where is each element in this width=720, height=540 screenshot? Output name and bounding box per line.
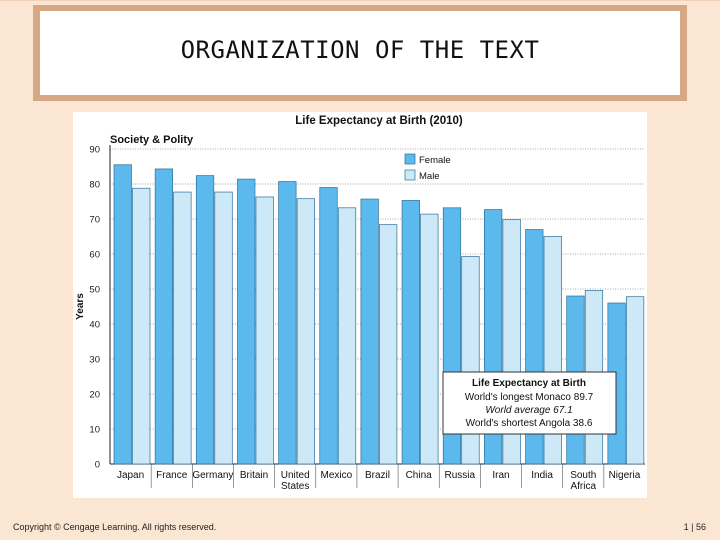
bar-female [319, 187, 338, 465]
legend-label: Male [419, 171, 440, 182]
x-tick-label: Brazil [365, 470, 390, 481]
x-tick-label: France [156, 470, 188, 481]
x-tick-label: Mexico [321, 470, 353, 481]
y-tick-label: 60 [89, 250, 100, 261]
annotation-title: Life Expectancy at Birth [472, 378, 586, 389]
y-axis-label: Years [75, 293, 86, 320]
y-tick-label: 80 [89, 180, 100, 191]
page-number: 1 | 56 [683, 522, 706, 532]
x-tick-label: Russia [445, 470, 476, 481]
title-panel: ORGANIZATION OF THE TEXT [40, 11, 680, 95]
bar-female [401, 200, 420, 465]
y-tick-label: 50 [89, 285, 100, 296]
title-frame: ORGANIZATION OF THE TEXT [33, 5, 687, 101]
slide-title: ORGANIZATION OF THE TEXT [180, 36, 540, 64]
bar-female [154, 168, 174, 465]
x-tick-label: China [406, 470, 433, 481]
bar-female [237, 178, 256, 465]
bar-male [173, 191, 192, 465]
x-tick-label: South [570, 470, 596, 481]
y-tick-label: 30 [89, 355, 100, 366]
x-tick-label: Africa [570, 481, 596, 492]
chart-container: Life Expectancy at Birth (2010) Society &… [73, 112, 647, 498]
legend-swatch [404, 169, 416, 181]
annotation-line: World's shortest Angola 38.6 [466, 418, 593, 429]
chart-title: Life Expectancy at Birth (2010) [295, 115, 463, 127]
x-tick-label: Germany [192, 470, 233, 481]
x-tick-label: United [281, 470, 310, 481]
annotation-line: World average 67.1 [485, 405, 572, 416]
x-tick-label: Iran [492, 470, 509, 481]
y-tick-label: 70 [89, 215, 100, 226]
bar-female [360, 198, 379, 465]
y-tick-label: 90 [89, 145, 100, 156]
bar-female [195, 175, 215, 465]
legend-swatch [404, 153, 416, 165]
chart-subtitle: Society & Polity [110, 134, 194, 146]
legend-label: Female [419, 155, 451, 166]
y-tick-label: 40 [89, 320, 100, 331]
bar-female [113, 164, 132, 465]
x-tick-label: States [281, 481, 309, 492]
bar-male [214, 191, 233, 465]
bar-male [296, 198, 315, 465]
x-tick-label: Britain [240, 470, 268, 481]
y-tick-label: 0 [95, 460, 100, 471]
bar-male [132, 187, 151, 465]
y-tick-label: 20 [89, 390, 100, 401]
bar-male [337, 207, 357, 465]
copyright-text: Copyright © Cengage Learning. All rights… [13, 522, 217, 532]
bar-female [278, 181, 297, 465]
x-tick-label: Japan [117, 470, 144, 481]
bar-male [379, 224, 398, 465]
x-tick-label: Nigeria [609, 470, 641, 481]
x-tick-label: India [531, 470, 553, 481]
bar-male [420, 213, 439, 465]
annotation-box [442, 371, 617, 435]
bar-male [625, 296, 645, 465]
y-tick-label: 10 [89, 425, 100, 436]
life-expectancy-chart: Life Expectancy at Birth (2010) Society &… [75, 115, 645, 492]
bar-male [255, 196, 274, 465]
annotation-line: World's longest Monaco 89.7 [465, 392, 594, 403]
